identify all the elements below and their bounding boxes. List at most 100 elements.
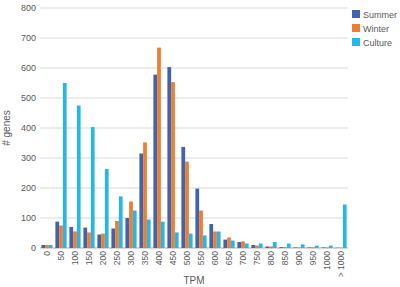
chart-svg: 0100200300400500600700800050100150200250… xyxy=(0,0,400,287)
x-tick-label: 500 xyxy=(182,251,192,265)
y-tick-label: 200 xyxy=(21,183,36,193)
y-tick-label: 100 xyxy=(21,213,36,223)
grid-line xyxy=(40,128,348,129)
x-tick-label: 0 xyxy=(42,251,52,256)
x-axis-title: TPM xyxy=(183,275,204,286)
y-tick-label: 800 xyxy=(21,3,36,13)
x-tick-label: 300 xyxy=(126,251,136,265)
bar xyxy=(293,247,297,248)
bar xyxy=(287,244,291,249)
bar xyxy=(195,189,199,248)
grid-line xyxy=(40,188,348,189)
x-tick-label: 600 xyxy=(210,251,220,265)
x-tick-label: 400 xyxy=(154,251,164,265)
bar xyxy=(153,75,157,248)
bar xyxy=(143,142,147,248)
x-tick-label: > 1000 xyxy=(336,251,346,278)
bar xyxy=(147,220,151,249)
grid-line xyxy=(40,8,348,9)
y-tick-label: 300 xyxy=(21,153,36,163)
x-tick-label: 800 xyxy=(266,251,276,265)
x-tick-label: 50 xyxy=(56,251,66,261)
grid-line xyxy=(40,158,348,159)
legend-swatch xyxy=(352,24,360,32)
legend: Summer Winter Culture xyxy=(352,10,397,48)
bar xyxy=(213,232,217,249)
chart-container: 0100200300400500600700800050100150200250… xyxy=(0,0,400,287)
y-tick-label: 500 xyxy=(21,93,36,103)
bar xyxy=(203,235,207,248)
legend-label: Winter xyxy=(363,24,389,34)
bar xyxy=(199,211,203,249)
bar xyxy=(209,224,213,248)
bar xyxy=(335,247,339,248)
y-tick-label: 400 xyxy=(21,123,36,133)
bar xyxy=(311,247,315,248)
bar xyxy=(255,246,259,248)
bar xyxy=(329,246,333,248)
bar xyxy=(49,245,53,248)
bar xyxy=(181,147,185,248)
bar xyxy=(91,127,95,248)
x-tick-label: 950 xyxy=(308,251,318,265)
y-axis-title: # genes xyxy=(1,110,12,146)
bar xyxy=(297,247,301,248)
bar xyxy=(83,228,87,248)
bar xyxy=(171,82,175,248)
legend-swatch xyxy=(352,38,360,46)
bar xyxy=(125,218,129,248)
grid-line xyxy=(40,98,348,99)
x-tick-label: 550 xyxy=(196,251,206,265)
bar xyxy=(167,67,171,248)
bar xyxy=(77,106,81,249)
bar xyxy=(87,232,91,248)
bar xyxy=(223,240,227,248)
bar xyxy=(73,232,77,249)
bar xyxy=(115,221,119,248)
bar xyxy=(69,227,73,248)
bar xyxy=(139,154,143,249)
y-tick-label: 700 xyxy=(21,33,36,43)
bar xyxy=(55,222,59,248)
x-tick-label: 750 xyxy=(252,251,262,265)
legend-label: Summer xyxy=(363,10,397,20)
x-tick-label: 150 xyxy=(84,251,94,265)
y-tick-label: 0 xyxy=(31,243,36,253)
bars xyxy=(41,48,346,248)
x-tick-label: 200 xyxy=(98,251,108,265)
bar xyxy=(133,211,137,249)
bar xyxy=(283,247,287,248)
x-tick-label: 450 xyxy=(168,251,178,265)
bar xyxy=(227,238,231,249)
bar xyxy=(129,202,133,249)
bar xyxy=(279,247,283,248)
bar xyxy=(245,244,249,249)
legend-label: Culture xyxy=(363,38,392,48)
bar xyxy=(259,244,263,249)
bar xyxy=(307,247,311,248)
bar xyxy=(101,234,105,248)
bar xyxy=(217,232,221,249)
x-tick-label: 100 xyxy=(70,251,80,265)
bar xyxy=(97,235,101,249)
x-tick-label: 1000 xyxy=(322,251,332,270)
bar xyxy=(265,247,269,249)
bar xyxy=(241,241,245,248)
y-tick-label: 600 xyxy=(21,63,36,73)
bar xyxy=(269,247,273,249)
bar xyxy=(315,246,319,248)
x-tick-label: 850 xyxy=(280,251,290,265)
bar xyxy=(325,247,329,248)
bar xyxy=(237,242,241,248)
bar xyxy=(339,247,343,248)
bar xyxy=(273,242,277,248)
bar xyxy=(343,205,347,249)
grid-line xyxy=(40,68,348,69)
bar xyxy=(231,241,235,249)
x-tick-label: 350 xyxy=(140,251,150,265)
bar xyxy=(175,232,179,248)
bar xyxy=(189,234,193,248)
bar xyxy=(111,229,115,249)
x-tick-label: 650 xyxy=(224,251,234,265)
bar xyxy=(157,48,161,248)
